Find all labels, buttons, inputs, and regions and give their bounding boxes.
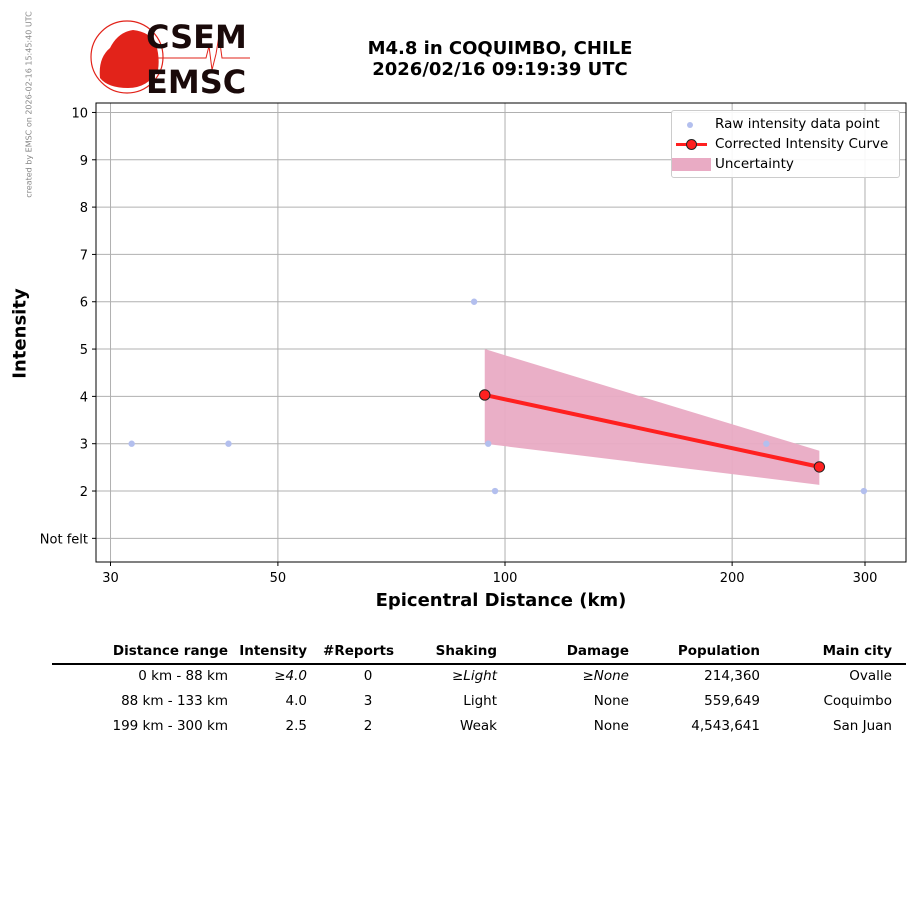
cell-shaking: ≥Light xyxy=(451,668,497,684)
legend-uncertainty: Uncertainty xyxy=(672,154,899,174)
header-population: Population xyxy=(677,643,760,659)
legend-raw-marker xyxy=(687,122,693,128)
legend-uncertainty-label: Uncertainty xyxy=(715,156,794,172)
raw-data-point xyxy=(128,440,135,447)
header-damage: Damage xyxy=(566,643,629,659)
logo-emsc: EMSC xyxy=(146,63,246,98)
header-intensity: Intensity xyxy=(239,643,307,659)
corrected-curve-point xyxy=(479,389,491,401)
y-axis-label: Intensity xyxy=(9,288,31,379)
plot-area: 30 50 100 200 300 Not felt 2 3 4 5 6 7 8 9 10 xyxy=(40,102,907,586)
cell-reports: 2 xyxy=(363,718,373,734)
header-city: Main city xyxy=(822,643,892,659)
emsc-logo: CSEM EMSC xyxy=(90,18,250,98)
x-tick-label: 50 xyxy=(270,571,287,586)
legend-uncertainty-swatch xyxy=(672,158,711,171)
cell-population: 559,649 xyxy=(704,693,760,709)
x-tick-label: 300 xyxy=(853,571,878,586)
y-tick-label: 4 xyxy=(80,390,88,405)
corrected-curve-line xyxy=(484,393,820,469)
cell-reports: 0 xyxy=(363,668,373,684)
table-header-rule xyxy=(52,663,906,665)
y-tick-label: 6 xyxy=(80,296,88,311)
cell-intensity: ≥4.0 xyxy=(274,668,307,684)
cell-city: Ovalle xyxy=(849,668,892,684)
x-tick-label: 100 xyxy=(493,571,518,586)
cell-shaking: Light xyxy=(463,693,497,709)
raw-data-point xyxy=(225,440,232,447)
y-tick-label: 7 xyxy=(80,248,88,263)
cell-population: 214,360 xyxy=(704,668,760,684)
title-time: 2026/02/16 09:19:39 UTC xyxy=(372,59,628,80)
legend-curve: Corrected Intensity Curve xyxy=(672,134,899,154)
raw-data-point xyxy=(763,440,770,447)
logo-csem: CSEM xyxy=(146,18,247,56)
cell-damage: None xyxy=(593,718,629,734)
raw-data-point xyxy=(491,487,499,495)
cell-shaking: Weak xyxy=(460,718,497,734)
plot-frame xyxy=(95,102,907,563)
x-tick-label: 30 xyxy=(102,571,119,586)
cell-range: 0 km - 88 km xyxy=(138,668,228,684)
cell-intensity: 2.5 xyxy=(285,718,307,734)
y-tick-label: 10 xyxy=(71,106,88,121)
corrected-curve-point xyxy=(813,461,826,473)
legend-curve-marker xyxy=(686,139,697,150)
x-tick-label: 200 xyxy=(720,571,745,586)
cell-damage: None xyxy=(593,693,629,709)
legend-raw-label: Raw intensity data point xyxy=(715,116,880,132)
cell-range: 199 km - 300 km xyxy=(112,718,228,734)
y-tick-label: 5 xyxy=(80,343,88,358)
cell-intensity: 4.0 xyxy=(285,693,307,709)
logo-europe-map xyxy=(99,30,159,88)
cell-damage: ≥None xyxy=(582,668,629,684)
y-tick-label: 8 xyxy=(80,201,88,216)
y-tick-label: 9 xyxy=(80,154,88,169)
y-tick-label: Not felt xyxy=(40,532,88,547)
y-tick-label: 2 xyxy=(80,485,88,500)
raw-data-point xyxy=(485,440,492,447)
cell-range: 88 km - 133 km xyxy=(121,693,228,709)
legend-raw: Raw intensity data point xyxy=(672,114,899,134)
logo-globe-outline xyxy=(90,20,164,94)
raw-data-point xyxy=(860,487,868,495)
cell-city: San Juan xyxy=(832,718,892,734)
y-tick-label: 3 xyxy=(80,438,88,453)
raw-data-point xyxy=(470,298,478,305)
logo-seismogram xyxy=(158,35,250,71)
uncertainty-band xyxy=(484,349,820,485)
cell-population: 4,543,641 xyxy=(691,718,760,734)
x-axis-label: Epicentral Distance (km) xyxy=(375,590,627,611)
legend-curve-label: Corrected Intensity Curve xyxy=(715,136,889,152)
header-shaking: Shaking xyxy=(435,643,497,659)
cell-reports: 3 xyxy=(363,693,373,709)
legend: Raw intensity data point Corrected Inten… xyxy=(671,110,900,178)
title-event: M4.8 in COQUIMBO, CHILE xyxy=(367,38,633,59)
header-distance: Distance range xyxy=(112,643,228,659)
chart-title: M4.8 in COQUIMBO, CHILE 2026/02/16 09:19… xyxy=(300,38,700,80)
cell-city: Coquimbo xyxy=(823,693,892,709)
header-reports: #Reports xyxy=(323,643,394,659)
